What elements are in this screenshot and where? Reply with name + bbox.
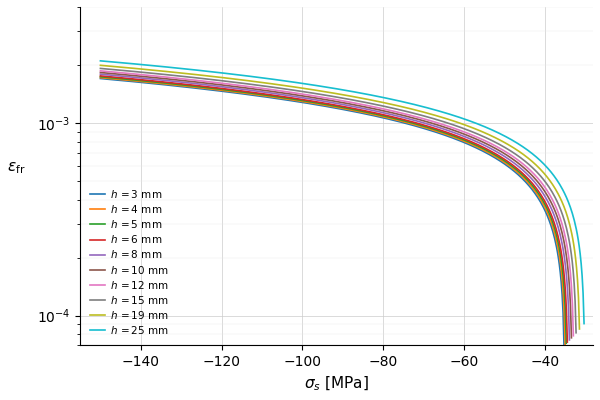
- $h\,{=}5$ mm: [97, 74, 104, 79]
- $h\,{=}12$ mm: [504, 150, 511, 155]
- $h\,{=}19$ mm: [175, 70, 182, 75]
- Line: $h\,{=}25$ mm: $h\,{=}25$ mm: [100, 61, 584, 324]
- $h\,{=}10$ mm: [563, 256, 570, 260]
- Line: $h\,{=}15$ mm: $h\,{=}15$ mm: [100, 68, 576, 333]
- $h\,{=}10$ mm: [502, 152, 509, 157]
- $h\,{=}25$ mm: [396, 99, 403, 104]
- $h\,{=}3$ mm: [173, 84, 180, 88]
- $h\,{=}10$ mm: [388, 110, 395, 115]
- $h\,{=}10$ mm: [451, 128, 458, 133]
- Line: $h\,{=}5$ mm: $h\,{=}5$ mm: [100, 77, 566, 343]
- $h\,{=}15$ mm: [175, 74, 182, 78]
- $h\,{=}5$ mm: [385, 114, 392, 119]
- $h\,{=}6$ mm: [564, 340, 571, 344]
- $h\,{=}3$ mm: [496, 158, 503, 163]
- $h\,{=}5$ mm: [558, 260, 565, 265]
- $h\,{=}8$ mm: [449, 130, 457, 135]
- $h\,{=}25$ mm: [575, 244, 583, 248]
- $h\,{=}8$ mm: [561, 258, 568, 262]
- $h\,{=}5$ mm: [173, 82, 180, 86]
- $h\,{=}25$ mm: [580, 321, 587, 326]
- $h\,{=}3$ mm: [223, 89, 230, 94]
- $h\,{=}8$ mm: [224, 85, 232, 90]
- $h\,{=}6$ mm: [386, 114, 393, 118]
- $h\,{=}19$ mm: [571, 248, 578, 253]
- $h\,{=}25$ mm: [97, 58, 104, 63]
- $h\,{=}5$ mm: [447, 132, 454, 137]
- $h\,{=}15$ mm: [226, 79, 233, 84]
- $h\,{=}19$ mm: [97, 63, 104, 68]
- $h\,{=}15$ mm: [572, 330, 580, 335]
- $h\,{=}3$ mm: [556, 262, 563, 267]
- $h\,{=}15$ mm: [568, 252, 575, 256]
- $h\,{=}8$ mm: [173, 79, 181, 84]
- Line: $h\,{=}19$ mm: $h\,{=}19$ mm: [100, 65, 580, 329]
- $h\,{=}6$ mm: [97, 74, 104, 78]
- $h\,{=}25$ mm: [513, 140, 520, 145]
- $h\,{=}4$ mm: [557, 261, 564, 266]
- $h\,{=}5$ mm: [224, 88, 231, 92]
- $h\,{=}12$ mm: [226, 82, 233, 86]
- $h\,{=}19$ mm: [227, 76, 235, 81]
- $h\,{=}4$ mm: [385, 116, 392, 120]
- $h\,{=}15$ mm: [455, 124, 462, 129]
- Line: $h\,{=}6$ mm: $h\,{=}6$ mm: [100, 76, 568, 342]
- $h\,{=}6$ mm: [448, 132, 455, 136]
- $h\,{=}25$ mm: [461, 116, 468, 121]
- $h\,{=}12$ mm: [97, 68, 104, 73]
- $h\,{=}4$ mm: [97, 75, 104, 80]
- $h\,{=}3$ mm: [560, 343, 568, 348]
- $h\,{=}8$ mm: [500, 154, 508, 159]
- $h\,{=}10$ mm: [225, 83, 232, 88]
- $h\,{=}10$ mm: [174, 78, 181, 82]
- $h\,{=}3$ mm: [445, 134, 452, 139]
- $h\,{=}12$ mm: [452, 126, 460, 131]
- $h\,{=}6$ mm: [173, 81, 180, 86]
- $h\,{=}4$ mm: [223, 88, 230, 93]
- $h\,{=}10$ mm: [568, 336, 575, 340]
- $h\,{=}19$ mm: [457, 121, 464, 126]
- $h\,{=}15$ mm: [506, 148, 514, 153]
- Y-axis label: $\varepsilon_\mathrm{fr}$: $\varepsilon_\mathrm{fr}$: [7, 160, 25, 176]
- $h\,{=}3$ mm: [97, 76, 104, 81]
- X-axis label: $\sigma_s$ [MPa]: $\sigma_s$ [MPa]: [304, 375, 369, 393]
- $h\,{=}8$ mm: [387, 112, 394, 117]
- $h\,{=}4$ mm: [497, 157, 504, 162]
- Line: $h\,{=}4$ mm: $h\,{=}4$ mm: [100, 78, 565, 344]
- $h\,{=}5$ mm: [563, 341, 570, 346]
- $h\,{=}19$ mm: [576, 326, 583, 331]
- $h\,{=}12$ mm: [389, 109, 397, 114]
- $h\,{=}10$ mm: [97, 70, 104, 75]
- $h\,{=}5$ mm: [498, 156, 505, 161]
- $h\,{=}12$ mm: [174, 76, 181, 81]
- Line: $h\,{=}12$ mm: $h\,{=}12$ mm: [100, 71, 574, 336]
- $h\,{=}15$ mm: [391, 106, 398, 111]
- $h\,{=}8$ mm: [566, 338, 573, 342]
- Line: $h\,{=}8$ mm: $h\,{=}8$ mm: [100, 74, 569, 340]
- $h\,{=}15$ mm: [97, 66, 104, 71]
- $h\,{=}19$ mm: [509, 145, 517, 150]
- $h\,{=}19$ mm: [394, 103, 401, 108]
- $h\,{=}4$ mm: [173, 83, 180, 88]
- $h\,{=}3$ mm: [384, 116, 391, 121]
- $h\,{=}12$ mm: [570, 333, 577, 338]
- $h\,{=}4$ mm: [446, 133, 454, 138]
- Line: $h\,{=}10$ mm: $h\,{=}10$ mm: [100, 72, 571, 338]
- $h\,{=}25$ mm: [176, 66, 183, 71]
- $h\,{=}6$ mm: [224, 87, 231, 92]
- Line: $h\,{=}3$ mm: $h\,{=}3$ mm: [100, 78, 564, 346]
- $h\,{=}25$ mm: [229, 72, 236, 76]
- Legend: $h\,{=}3$ mm, $h\,{=}4$ mm, $h\,{=}5$ mm, $h\,{=}6$ mm, $h\,{=}8$ mm, $h\,{=}10$: $h\,{=}3$ mm, $h\,{=}4$ mm, $h\,{=}5$ mm…: [85, 184, 173, 340]
- $h\,{=}4$ mm: [562, 342, 569, 347]
- $h\,{=}8$ mm: [97, 72, 104, 76]
- $h\,{=}12$ mm: [565, 254, 572, 259]
- $h\,{=}6$ mm: [559, 259, 566, 264]
- $h\,{=}6$ mm: [499, 156, 506, 160]
